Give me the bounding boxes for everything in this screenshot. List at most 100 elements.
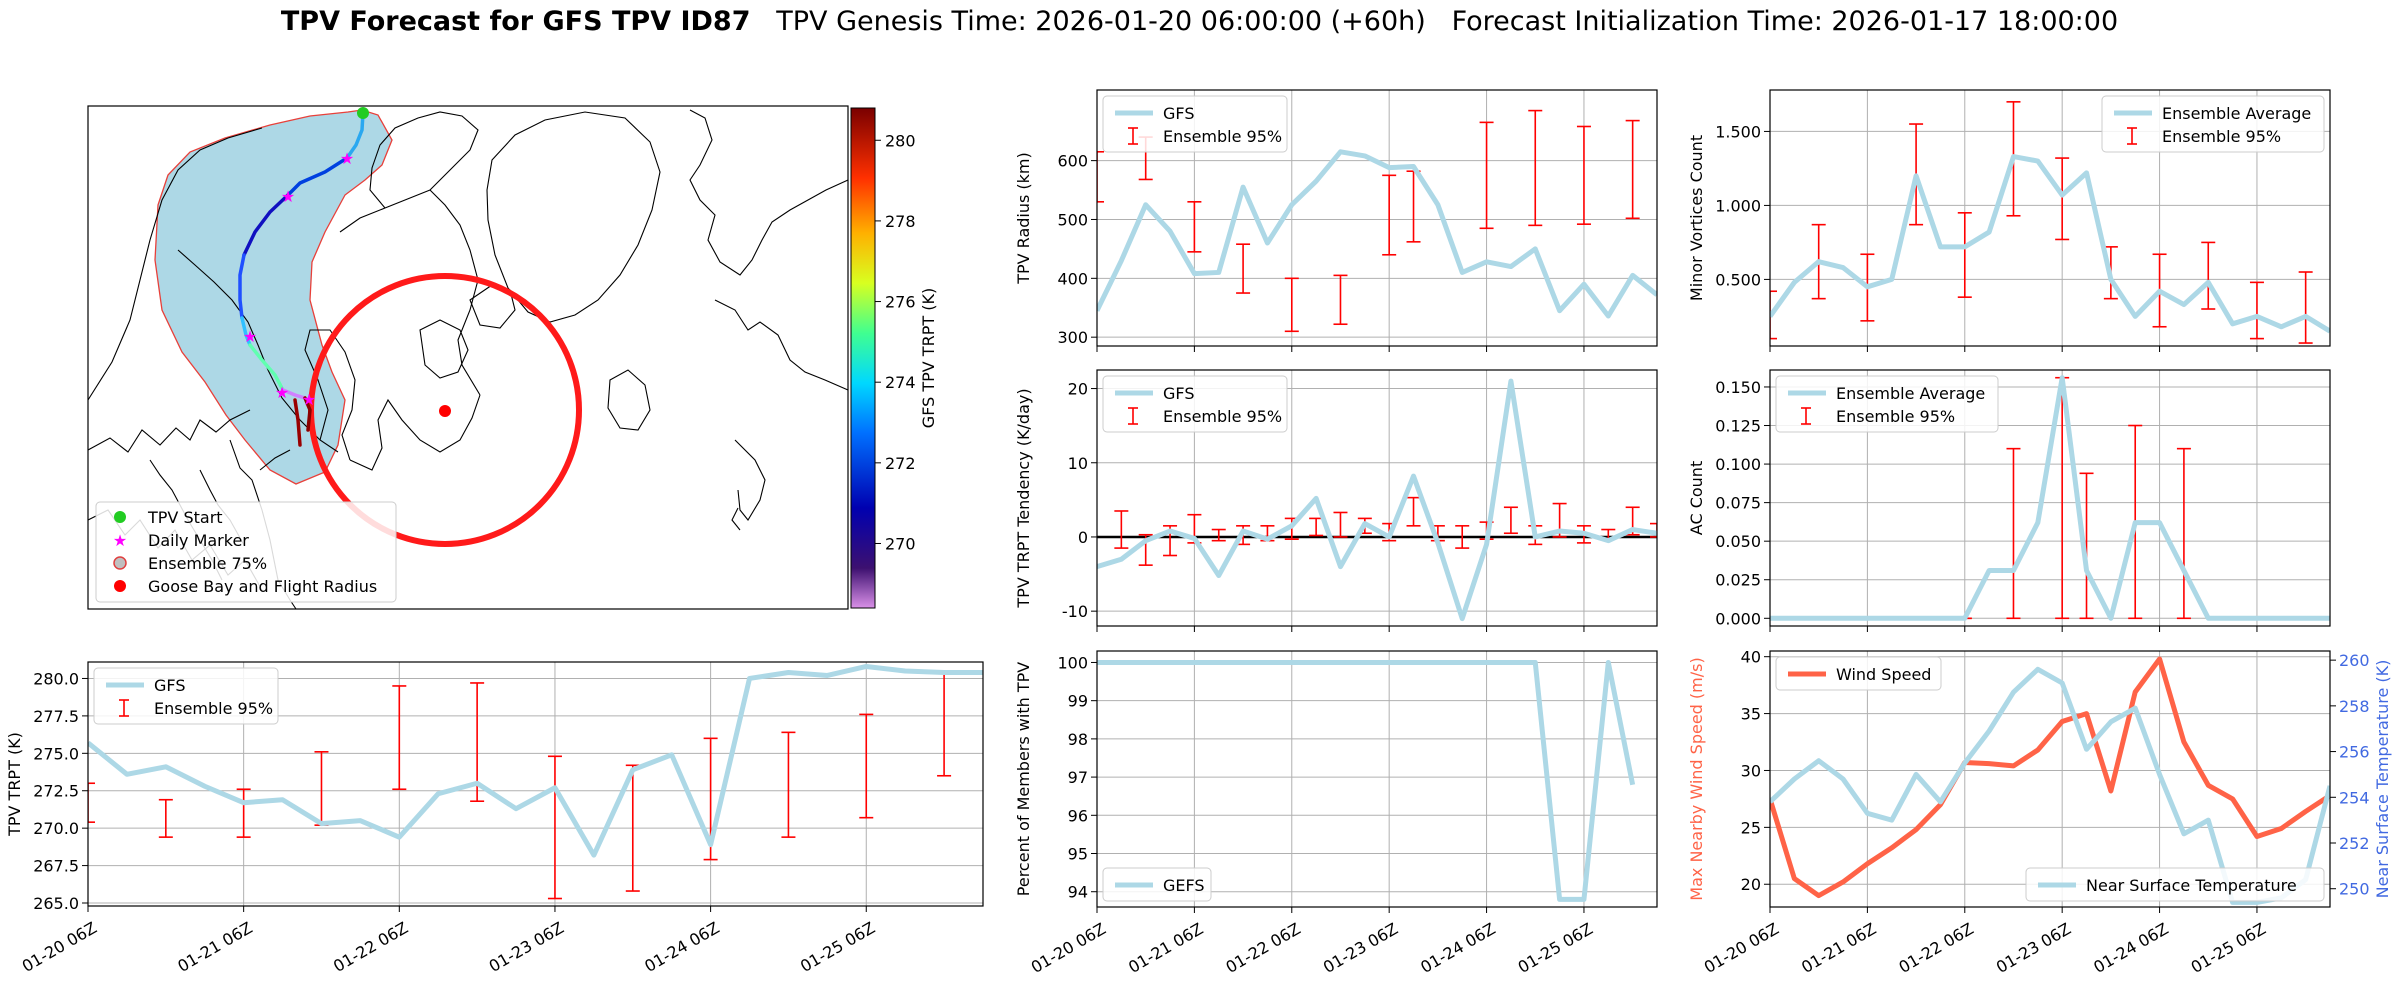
xtick-label-2: 01-22 06Z [330,918,411,976]
errorbar-0 [1770,290,1777,340]
legend-entry-0: GFS [154,676,185,695]
legend-box [1102,95,1288,153]
legend-wind: Near Surface Temperature [2025,867,2325,902]
legend-box [1775,375,1999,433]
xtick-label-0: 01-20 06Z [19,918,100,976]
daily-marker-4: ★ [275,383,289,402]
y2tick-label-1: 252 [2339,834,2370,853]
legend-entry-1: Ensemble 95% [1163,127,1282,146]
axes-frame-wind [1769,650,2331,908]
errorbar-9 [2176,447,2191,620]
chart-ac: 0.000 0.025 0.050 0.075 0.100 0.125 0.150 AC Co… [1687,369,2331,632]
errorbar-10 [2249,281,2264,340]
errorbar-0 [88,782,95,823]
xtick-label-4: 01-24 06Z [1417,919,1498,977]
ytick-label-2: 10 [1068,454,1088,473]
plot-area-wind [1770,656,2330,905]
xtick-label-5: 01-25 06Z [2188,919,2269,977]
errorbar-4 [1957,212,1972,298]
colorbar-tick-label-5: 280 [885,131,916,150]
xtick-label-0: 01-20 06Z [1028,919,1109,977]
errorbar-2 [236,788,251,838]
errorbar-3 [314,751,329,826]
legend-entry-0: Ensemble Average [1836,384,1985,403]
errorbar-4 [1284,277,1299,333]
series-line-near-surface-temperature [1770,666,2330,905]
errorbar-7 [1406,170,1421,243]
legend-ensemble-icon [113,556,127,570]
ytick-label-3: 0.075 [1715,494,1761,513]
series-line-wind-speed [1770,656,2330,899]
tpv-track [238,111,365,447]
colorbar-label: GFS TPV TRPT (K) [919,288,938,428]
xtick-label-0: 01-20 06Z [1701,919,1782,977]
xtick-label-1: 01-21 06Z [1125,919,1206,977]
daily-marker-2: ★ [281,187,295,206]
errorbar-12 [1406,496,1421,527]
tpv-start-marker [357,107,369,119]
ytick-label-0: 94 [1068,883,1088,902]
errorbar-1 [158,798,173,838]
legend-daily-marker: Daily Marker [148,531,249,550]
errorbar-8 [1479,121,1494,230]
map-panel: ★ ★ ★ ★ ★ ★ TPV Start Daily Marker Ensem… [87,105,938,610]
ytick-label-1: 1.000 [1715,196,1761,215]
y2tick-label-0: 250 [2339,880,2370,899]
axes-frame-members [1096,650,1658,908]
ytick-label-2: 500 [1057,210,1088,229]
chart-trpt: 265.0 267.5 270.0 272.5 275.0 277.5 280.0 01-20… [5,661,984,976]
errorbar-0 [1114,510,1129,549]
series-line-gfs [1097,149,1657,319]
ytick-label-0: 20 [1741,875,1761,894]
errorbar-4 [392,685,407,791]
ytick-label-6: 100 [1057,653,1088,672]
legend-box [1102,867,1212,902]
errorbar-7 [625,764,640,892]
errorbar-8 [1309,517,1324,537]
ytick-label-3: 600 [1057,152,1088,171]
chart-members: 94 95 96 97 98 99 100 01-20 06Z 01-21 06Z 01-22 0… [1014,650,1658,977]
errorbar-2 [1187,201,1202,253]
legend-box [2025,867,2325,902]
plot-area-trpt [88,663,983,900]
ytick-label-0: 265.0 [33,894,79,913]
colorbar-tick-label-3: 276 [885,293,916,312]
colorbar [850,107,876,609]
colorbar-tick-label-2: 274 [885,373,916,392]
xtick-label-2: 01-22 06Z [1222,919,1303,977]
plot-area-radius [1097,109,1657,333]
xtick-label-3: 01-23 06Z [1993,919,2074,977]
xtick-label-1: 01-21 06Z [1798,919,1879,977]
errorbar-14 [1455,525,1470,549]
legend-entry-0: Wind Speed [1836,665,1931,684]
errorbar-11 [2298,271,2313,344]
plot-area-ac [1770,375,2330,621]
errorbar-6 [547,755,562,900]
ytick-label-4: 40 [1741,648,1761,667]
ytick-label-1: 400 [1057,269,1088,288]
colorbar-tick-label-0: 270 [885,534,916,553]
xtick-label-5: 01-25 06Z [797,918,878,976]
errorbar-3 [1236,243,1251,294]
xtick-label-2: 01-22 06Z [1895,919,1976,977]
errorbar-16 [1503,506,1518,535]
legend-box [2101,95,2325,153]
axes-frame-minor [1769,89,2331,347]
y2tick-label-4: 258 [2339,697,2370,716]
series-line-gefs [1097,659,1636,902]
legend-goose-bay: Goose Bay and Flight Radius [148,577,377,596]
ensemble-75-area [154,109,393,485]
ylabel-trpt: TPV TRPT (K) [5,732,24,837]
legend-box [93,667,279,725]
chart-minor: 0.500 1.000 1.500 Minor Vortices Count Ensem… [1687,89,2331,352]
legend-entry-0: Near Surface Temperature [2086,876,2297,895]
ytick-label-2: 30 [1741,761,1761,780]
legend-entry-1: Ensemble 95% [154,699,273,718]
legend-entry-1: Ensemble 95% [1163,407,1282,426]
ytick-label-6: 0.150 [1715,378,1761,397]
ytick-label-1: 25 [1741,818,1761,837]
colorbar-ticks: 270 272 274 276 278 280 [875,131,916,553]
legend-entry-0: Ensemble Average [2162,104,2311,123]
ytick-label-2: 96 [1068,806,1088,825]
errorbar-22 [1650,522,1657,538]
